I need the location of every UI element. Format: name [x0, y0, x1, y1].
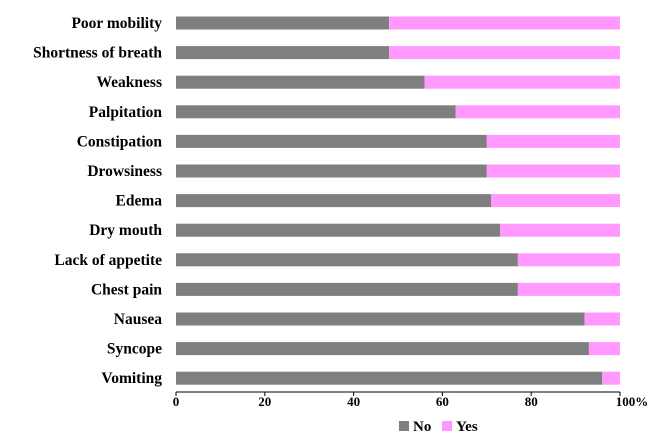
bar-yes-drowsiness — [486, 164, 620, 178]
bar-no-lack-of-appetite — [176, 253, 518, 267]
category-label-palpitation: Palpitation — [89, 104, 163, 121]
category-label-nausea: Nausea — [114, 311, 162, 328]
bar-no-palpitation — [176, 105, 456, 119]
category-label-lack-of-appetite: Lack of appetite — [54, 252, 162, 269]
category-label-poor-mobility: Poor mobility — [71, 15, 162, 32]
bar-yes-nausea — [584, 312, 620, 326]
category-label-drowsiness: Drowsiness — [87, 163, 162, 180]
category-label-syncope: Syncope — [107, 341, 162, 358]
x-tick-labels: 0 20 40 60 80 100% — [173, 394, 649, 409]
bar-no-edema — [176, 194, 492, 208]
category-label-shortness-of-breath: Shortness of breath — [33, 45, 162, 62]
bar-yes-dry-mouth — [500, 223, 620, 237]
x-tick-label: 80 — [525, 394, 538, 409]
bar-yes-lack-of-appetite — [517, 253, 620, 267]
bar-no-weakness — [176, 75, 425, 89]
bar-yes-weakness — [424, 75, 620, 89]
bar-yes-edema — [491, 194, 620, 208]
bar-no-dry-mouth — [176, 223, 501, 237]
x-tick-label: 100% — [616, 394, 649, 409]
bar-no-nausea — [176, 312, 585, 326]
x-tick-label: 60 — [436, 394, 449, 409]
axis-layer — [175, 391, 621, 396]
bar-yes-vomiting — [602, 371, 620, 385]
bar-no-poor-mobility — [176, 16, 390, 30]
x-tick-label: 40 — [347, 394, 360, 409]
category-label-dry-mouth: Dry mouth — [89, 222, 162, 239]
bar-yes-chest-pain — [517, 282, 620, 296]
legend-label-no: No — [413, 419, 431, 435]
bar-yes-poor-mobility — [389, 16, 620, 30]
category-label-chest-pain: Chest pain — [91, 281, 162, 298]
bar-yes-palpitation — [455, 105, 620, 119]
legend-swatch-no — [399, 421, 409, 431]
bars-layer — [176, 16, 620, 385]
bar-no-shortness-of-breath — [176, 46, 390, 60]
bar-no-syncope — [176, 342, 589, 356]
bar-yes-shortness-of-breath — [389, 46, 620, 60]
x-tick-label: 0 — [173, 394, 180, 409]
category-labels: Poor mobility Shortness of breath Weakness… — [33, 15, 162, 387]
bar-yes-syncope — [588, 342, 620, 356]
bar-no-vomiting — [176, 371, 603, 385]
bar-no-chest-pain — [176, 282, 518, 296]
x-tick-label: 20 — [258, 394, 271, 409]
bar-no-constipation — [176, 134, 487, 148]
legend: No Yes — [399, 419, 478, 435]
category-label-weakness: Weakness — [97, 74, 162, 91]
bar-no-drowsiness — [176, 164, 487, 178]
bar-yes-constipation — [486, 134, 620, 148]
category-label-edema: Edema — [116, 193, 163, 210]
category-label-constipation: Constipation — [77, 133, 163, 150]
legend-swatch-yes — [442, 421, 452, 431]
legend-label-yes: Yes — [456, 419, 478, 435]
category-label-vomiting: Vomiting — [101, 370, 162, 387]
